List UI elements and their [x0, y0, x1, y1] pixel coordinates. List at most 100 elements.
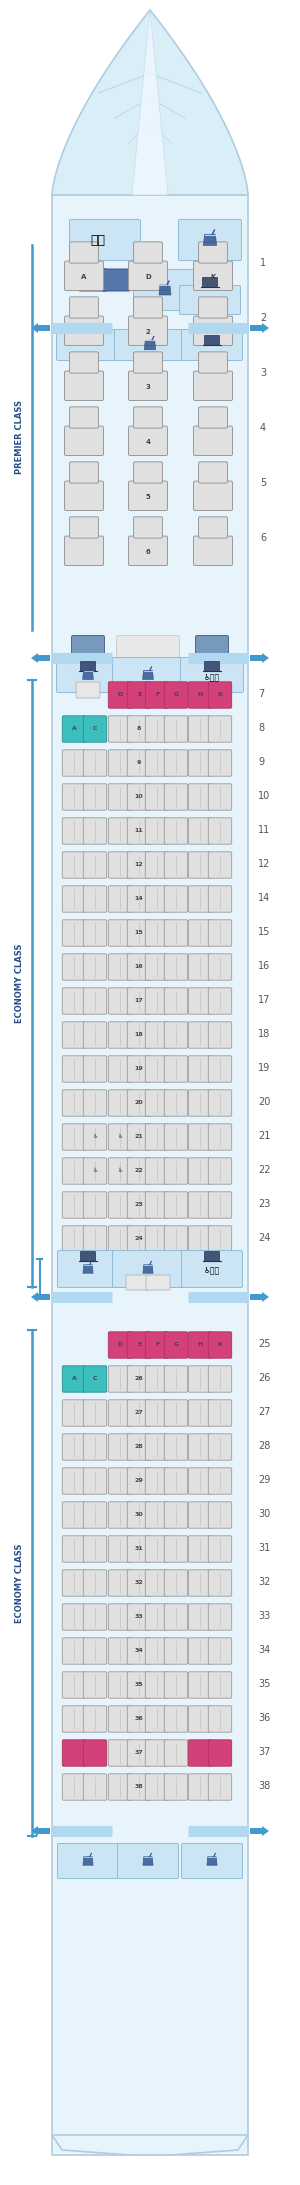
FancyBboxPatch shape [208, 1333, 232, 1359]
FancyBboxPatch shape [164, 988, 188, 1014]
FancyBboxPatch shape [164, 1158, 188, 1184]
FancyBboxPatch shape [127, 1055, 151, 1082]
Text: 24: 24 [258, 1232, 270, 1243]
Text: 32: 32 [258, 1578, 270, 1586]
FancyBboxPatch shape [188, 1706, 212, 1733]
FancyBboxPatch shape [145, 1158, 169, 1184]
FancyBboxPatch shape [70, 243, 98, 262]
FancyBboxPatch shape [62, 1158, 86, 1184]
FancyBboxPatch shape [62, 1706, 86, 1733]
Polygon shape [82, 671, 93, 680]
FancyBboxPatch shape [127, 988, 151, 1014]
Text: PREMIER CLASS: PREMIER CLASS [16, 400, 25, 474]
FancyBboxPatch shape [164, 1191, 188, 1219]
FancyBboxPatch shape [145, 988, 169, 1014]
FancyBboxPatch shape [80, 1252, 95, 1261]
FancyBboxPatch shape [164, 682, 188, 708]
FancyBboxPatch shape [127, 717, 151, 743]
FancyBboxPatch shape [83, 1604, 107, 1630]
Text: 30: 30 [258, 1510, 270, 1519]
FancyBboxPatch shape [102, 269, 130, 291]
Text: 8: 8 [137, 725, 141, 732]
Text: 6: 6 [146, 548, 150, 555]
Text: 35: 35 [258, 1678, 270, 1689]
Text: 37: 37 [258, 1748, 270, 1757]
FancyBboxPatch shape [208, 1191, 232, 1219]
FancyBboxPatch shape [164, 1433, 188, 1460]
Text: ♿🚹🚺: ♿🚹🚺 [204, 1265, 220, 1274]
FancyBboxPatch shape [127, 920, 151, 946]
Text: G: G [173, 693, 178, 697]
FancyBboxPatch shape [108, 1333, 132, 1359]
FancyBboxPatch shape [108, 1774, 132, 1800]
FancyBboxPatch shape [164, 1501, 188, 1527]
FancyArrow shape [250, 1827, 269, 1835]
FancyBboxPatch shape [108, 1090, 132, 1117]
FancyBboxPatch shape [208, 1158, 232, 1184]
Text: 31: 31 [258, 1543, 270, 1554]
FancyBboxPatch shape [127, 885, 151, 911]
FancyBboxPatch shape [83, 1639, 107, 1665]
Text: 29: 29 [258, 1475, 270, 1486]
FancyBboxPatch shape [146, 1276, 170, 1289]
FancyBboxPatch shape [83, 1672, 107, 1698]
FancyBboxPatch shape [127, 1706, 151, 1733]
FancyBboxPatch shape [134, 297, 163, 319]
FancyBboxPatch shape [188, 955, 212, 981]
FancyBboxPatch shape [208, 749, 232, 776]
FancyBboxPatch shape [188, 749, 212, 776]
FancyArrow shape [250, 323, 269, 332]
Text: ♿: ♿ [117, 1134, 123, 1141]
FancyBboxPatch shape [208, 817, 232, 843]
FancyBboxPatch shape [62, 1023, 86, 1049]
FancyBboxPatch shape [199, 243, 227, 262]
FancyBboxPatch shape [128, 426, 167, 454]
FancyBboxPatch shape [62, 1226, 86, 1252]
FancyBboxPatch shape [83, 1055, 107, 1082]
FancyBboxPatch shape [83, 1468, 107, 1495]
Text: 19: 19 [135, 1066, 143, 1071]
FancyBboxPatch shape [134, 406, 163, 428]
FancyBboxPatch shape [145, 1501, 169, 1527]
FancyBboxPatch shape [208, 1401, 232, 1427]
FancyBboxPatch shape [205, 662, 220, 671]
FancyBboxPatch shape [127, 749, 151, 776]
FancyBboxPatch shape [208, 1468, 232, 1495]
Polygon shape [159, 284, 171, 295]
FancyBboxPatch shape [83, 1501, 107, 1527]
FancyBboxPatch shape [58, 1844, 118, 1879]
FancyBboxPatch shape [108, 1191, 132, 1219]
FancyBboxPatch shape [108, 1639, 132, 1665]
Text: 25: 25 [258, 1339, 271, 1348]
FancyBboxPatch shape [208, 1055, 232, 1082]
FancyBboxPatch shape [79, 269, 107, 291]
FancyBboxPatch shape [188, 1604, 212, 1630]
Text: ECONOMY CLASS: ECONOMY CLASS [16, 1543, 25, 1623]
FancyBboxPatch shape [64, 371, 104, 400]
Text: 2: 2 [146, 330, 150, 334]
FancyArrow shape [31, 653, 50, 662]
FancyBboxPatch shape [108, 1536, 132, 1562]
Text: 14: 14 [135, 896, 143, 902]
Text: H: H [197, 1342, 202, 1348]
FancyBboxPatch shape [145, 1333, 169, 1359]
FancyBboxPatch shape [208, 1672, 232, 1698]
FancyBboxPatch shape [188, 988, 212, 1014]
FancyBboxPatch shape [188, 1401, 212, 1427]
FancyBboxPatch shape [134, 352, 163, 374]
Text: 32: 32 [135, 1580, 143, 1586]
FancyBboxPatch shape [145, 1536, 169, 1562]
FancyBboxPatch shape [83, 852, 107, 878]
Text: 18: 18 [135, 1034, 143, 1038]
FancyBboxPatch shape [145, 1401, 169, 1427]
FancyBboxPatch shape [83, 1774, 107, 1800]
FancyBboxPatch shape [58, 1250, 118, 1287]
Polygon shape [143, 1857, 153, 1866]
Text: 26: 26 [258, 1372, 270, 1383]
Text: 5: 5 [146, 494, 150, 500]
FancyBboxPatch shape [62, 1433, 86, 1460]
Text: 23: 23 [258, 1200, 270, 1208]
FancyBboxPatch shape [62, 817, 86, 843]
FancyBboxPatch shape [145, 1672, 169, 1698]
FancyBboxPatch shape [62, 1090, 86, 1117]
